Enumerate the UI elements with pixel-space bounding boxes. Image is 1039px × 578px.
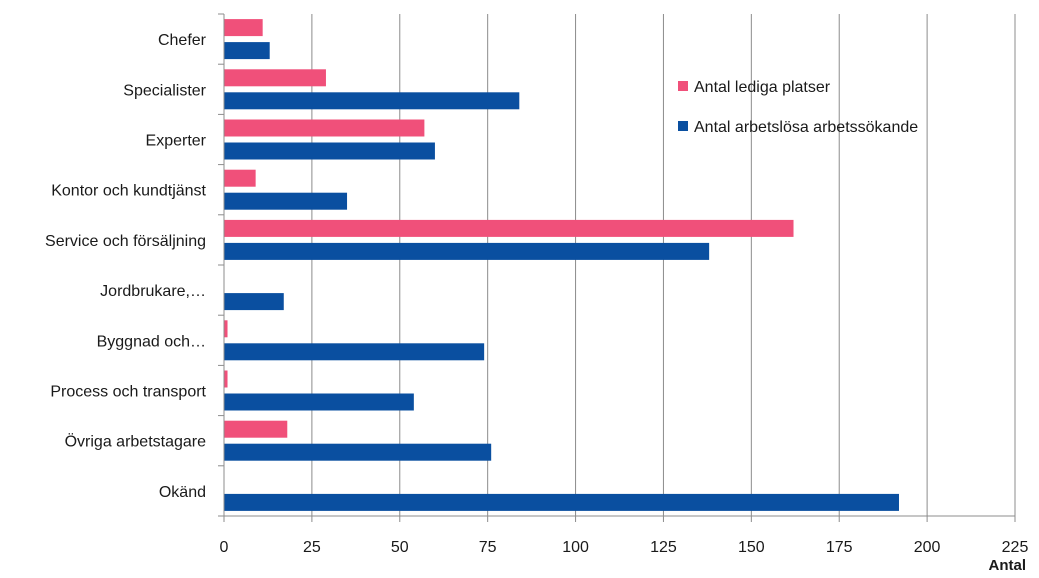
bar-lediga-platser: [224, 219, 794, 237]
category-label: Byggnad och…: [97, 333, 206, 350]
bar-lediga-platser: [224, 420, 288, 438]
x-tick-label: 50: [391, 539, 409, 556]
x-tick-label: 25: [303, 539, 321, 556]
legend-swatch-lediga-platser: [678, 81, 688, 91]
bar-arbetslosa: [224, 343, 485, 361]
category-label: Chefer: [158, 32, 207, 49]
bar-arbetslosa: [224, 142, 435, 160]
category-label: Service och försäljning: [45, 233, 206, 250]
bar-arbetslosa: [224, 192, 348, 210]
legend-label-arbetslosa: Antal arbetslösa arbetssökande: [694, 119, 918, 136]
bar-arbetslosa: [224, 92, 520, 110]
category-label: Okänd: [159, 484, 206, 501]
x-tick-label: 225: [1002, 539, 1029, 556]
x-tick-label: 175: [826, 539, 853, 556]
x-tick-label: 75: [479, 539, 497, 556]
bars: [224, 19, 899, 511]
category-label: Övriga arbetstagare: [65, 433, 207, 451]
bar-arbetslosa: [224, 393, 414, 411]
gridlines: [311, 14, 1016, 516]
x-tick-label: 150: [738, 539, 765, 556]
tick-labels: 0 25 50 75 100 125 150 175 200 225: [220, 539, 1029, 556]
category-label: Kontor och kundtjänst: [51, 183, 206, 200]
category-label: Process och transport: [50, 384, 206, 401]
legend-label-lediga-platser: Antal lediga platser: [694, 79, 831, 96]
category-label: Experter: [146, 133, 207, 150]
bar-arbetslosa: [224, 443, 492, 461]
bar-lediga-platser: [224, 119, 425, 137]
bar-lediga-platser: [224, 169, 256, 187]
x-tick-label: 0: [220, 539, 229, 556]
x-tick-label: 100: [562, 539, 589, 556]
bar-arbetslosa: [224, 42, 270, 60]
bar-lediga-platser: [224, 19, 263, 37]
bar-lediga-platser: [224, 370, 228, 388]
x-tick-label: 200: [914, 539, 941, 556]
bar-arbetslosa: [224, 493, 899, 511]
bar-arbetslosa: [224, 293, 284, 311]
category-label: Specialister: [123, 82, 206, 99]
axes: [218, 13, 1016, 522]
legend-swatch-arbetslosa: [678, 121, 688, 131]
legend: Antal lediga platser Antal arbetslösa ar…: [678, 79, 918, 136]
bar-arbetslosa: [224, 242, 710, 260]
bar-lediga-platser: [224, 320, 228, 338]
x-axis-title: Antal: [989, 557, 1027, 574]
x-tick-label: 125: [650, 539, 677, 556]
category-label: Jordbrukare,…: [100, 283, 206, 300]
category-labels: Chefer Specialister Experter Kontor och kun…: [45, 32, 207, 501]
bar-lediga-platser: [224, 69, 326, 87]
